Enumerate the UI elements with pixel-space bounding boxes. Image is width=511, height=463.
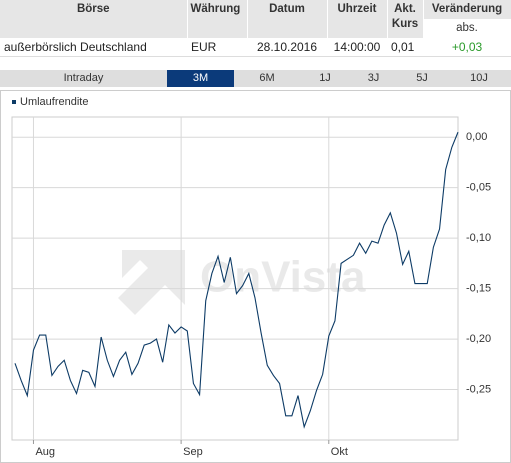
plot-area (11, 116, 459, 441)
header-cell: Datum (247, 0, 328, 38)
header-cell: Währung (187, 0, 248, 38)
y-tick-label: -0,20 (466, 333, 491, 345)
header-cell: Uhrzeit (327, 0, 388, 38)
line (14, 131, 459, 429)
x-tick-label: Sep (183, 446, 203, 458)
quote-table: Börse Währung Datum Uhrzeit Akt. Kurs Ve… (0, 0, 511, 57)
y-tick-label: -0,10 (466, 232, 491, 244)
legend-label: Umlaufrendite (20, 96, 88, 108)
cell: außerbörslich Deutschland (0, 38, 187, 57)
x-tick-label: Okt (331, 446, 348, 458)
chart: OnVista 0,00 -0,05 -0,10 -0,15 -0,20 -0,25 Aug… (0, 90, 511, 463)
cell: +0,03 (423, 38, 511, 57)
chart-frame (0, 90, 511, 463)
tab[interactable]: 10J (470, 72, 488, 84)
tab[interactable]: 5J (416, 72, 428, 84)
legend-marker (12, 100, 16, 104)
watermark: OnVista (200, 253, 366, 302)
y-tick-label: -0,25 (466, 383, 491, 395)
cell: EUR (187, 38, 247, 57)
x-tick-label: Aug (35, 446, 55, 458)
watermark-logo (118, 250, 185, 315)
tab[interactable]: 3M (167, 70, 234, 87)
cell: 28.10.2016 (247, 38, 327, 57)
cell: 0,01 (387, 38, 423, 57)
tab[interactable]: 6M (259, 72, 275, 84)
tab[interactable]: 1J (319, 72, 331, 84)
y-tick-label: 0,00 (466, 131, 487, 143)
header-cell: Akt. Kurs (387, 0, 424, 38)
y-tick-label: -0,15 (466, 283, 491, 295)
header-cell: Veränderung (423, 0, 511, 19)
header-cell: abs. (423, 19, 511, 38)
y-tick-label: -0,05 (466, 182, 491, 194)
cell: 14:00:00 (327, 38, 387, 57)
tab[interactable]: Intraday (63, 72, 104, 84)
tab-bar: Intraday 3M 6M 1J 3J 5J 10J (0, 70, 511, 87)
header-cell: Börse (0, 0, 188, 38)
tab[interactable]: 3J (367, 72, 380, 84)
